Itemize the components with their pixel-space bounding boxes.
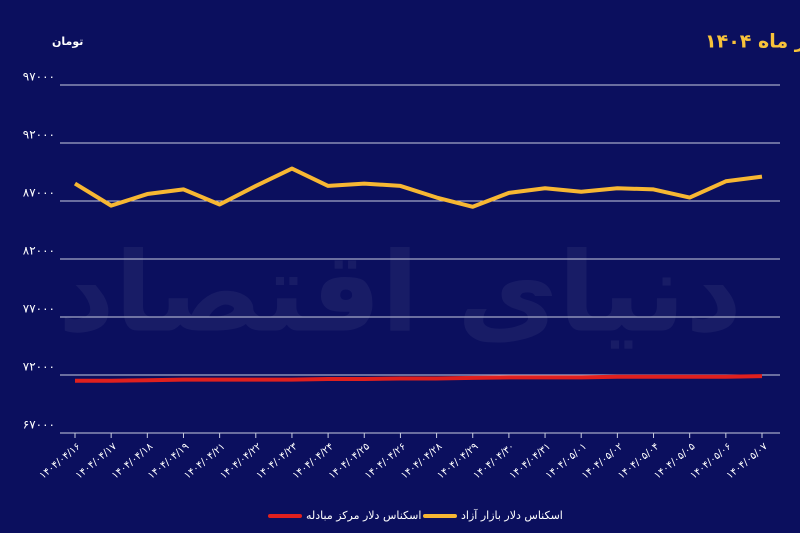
y-tick-label: ۷۲۰۰۰ [23, 360, 55, 374]
line-series [73, 166, 763, 209]
watermark: دنیای اقتصاد [58, 228, 742, 356]
chart-title: قیمت اسکناس دلار بازار آزاد و اسکناس دلا… [705, 29, 800, 53]
x-tick-label: ۱۴۰۴/۰۵/۰۷ [725, 441, 771, 482]
y-tick-label: ۸۷۰۰۰ [23, 186, 55, 200]
legend-label: اسکناس دلار بازار آزاد [461, 508, 563, 522]
y-unit: تومان [52, 35, 83, 48]
y-tick-label: ۸۲۰۰۰ [23, 244, 55, 258]
line-series [75, 374, 763, 383]
y-tick-label: ۷۷۰۰۰ [23, 302, 55, 316]
legend-label: اسکناس دلار مرکز مبادله [306, 509, 421, 522]
y-tick-label: ۹۷۰۰۰ [23, 70, 55, 84]
y-tick-label: ۹۲۰۰۰ [23, 128, 55, 142]
y-tick-label: ۶۷۰۰۰ [23, 418, 55, 432]
